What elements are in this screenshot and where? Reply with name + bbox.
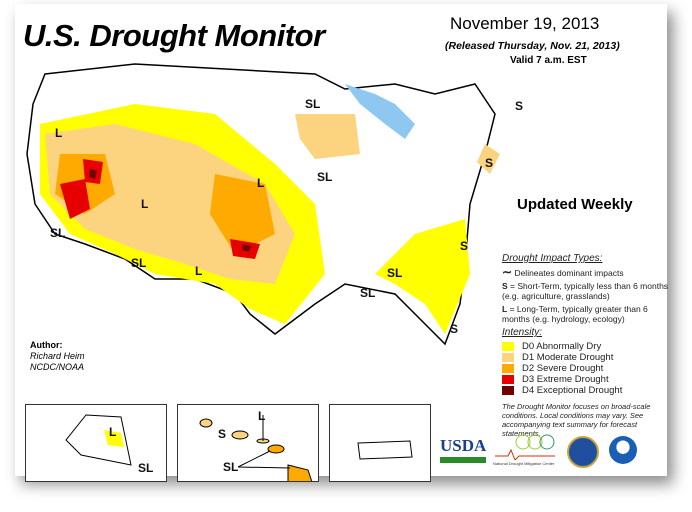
map-label-l: L <box>109 425 117 439</box>
map-label-s: S <box>485 156 494 170</box>
map-label-l: L <box>195 264 203 278</box>
conus-map <box>26 63 500 346</box>
l-description: = Long-Term, typically greater than 6 mo… <box>502 304 648 324</box>
legend: Drought Impact Types: ∼ Delineates domin… <box>502 254 672 438</box>
map-label-sl: SL <box>138 461 154 475</box>
legend-item-d0: D0 Abnormally Dry <box>502 341 672 352</box>
alaska-inset: L SL <box>25 404 167 482</box>
author-org: NCDC/NOAA <box>30 362 85 372</box>
intensity-title: Intensity: <box>502 327 543 338</box>
legend-item-d1: D1 Moderate Drought <box>502 352 672 363</box>
legend-item-d2: D2 Severe Drought <box>502 363 672 374</box>
author-label: Author: <box>30 340 63 350</box>
map-label-sl: SL <box>360 286 376 300</box>
map-label-s: S <box>515 99 524 113</box>
map-label-l: L <box>257 176 265 190</box>
ndmc-logo: National Drought Mitigation Center <box>493 432 557 466</box>
legend-item-d3: D3 Extreme Drought <box>502 374 672 385</box>
drought-map-card: U.S. Drought Monitor November 19, 2013 (… <box>15 4 668 486</box>
map-label-sl: SL <box>131 256 147 270</box>
author-block: Author: Richard Heim NCDC/NOAA <box>30 340 85 373</box>
map-label-s: S <box>460 239 469 253</box>
release-date: (Released Thursday, Nov. 21, 2013) <box>445 40 620 52</box>
disclaimer-note: The Drought Monitor focuses on broad-sca… <box>502 402 651 438</box>
map-date: November 19, 2013 <box>450 14 600 33</box>
map-label-sl: SL <box>50 226 66 240</box>
noaa-logo <box>609 436 637 464</box>
map-label-s: S <box>218 427 227 441</box>
map-label-sl: SL <box>223 460 239 474</box>
impact-types-title: Drought Impact Types: <box>502 253 603 264</box>
author-name: Richard Heim <box>30 351 85 361</box>
map-label-sl: SL <box>317 170 333 184</box>
updated-weekly: Updated Weekly <box>517 196 633 213</box>
usda-logo: USDA <box>440 436 487 463</box>
great-lakes <box>345 84 415 139</box>
map-label-l: L <box>258 409 266 423</box>
map-label-sl: SL <box>387 266 403 280</box>
delineates-text: Delineates dominant impacts <box>514 268 624 278</box>
map-label-s: S <box>450 322 459 336</box>
map-label-sl: SL <box>305 97 321 111</box>
s-key: S <box>502 281 508 291</box>
d1-area-midwest <box>295 114 500 174</box>
delineation-line-icon: ∼ <box>502 265 513 279</box>
puerto-rico-inset <box>329 404 431 482</box>
hawaii-inset: S L SL <box>177 404 319 486</box>
map-label-l: L <box>55 126 63 140</box>
map-title: U.S. Drought Monitor <box>23 18 325 53</box>
s-description: = Short-Term, typically less than 6 mont… <box>502 281 669 301</box>
d0-area-east <box>375 219 470 334</box>
map-label-l: L <box>141 197 149 211</box>
l-key: L <box>502 304 508 314</box>
doc-seal <box>567 436 599 468</box>
valid-time: Valid 7 a.m. EST <box>510 55 587 66</box>
d3-area <box>60 159 260 259</box>
legend-item-d4: D4 Exceptional Drought <box>502 385 672 396</box>
d2-area <box>55 154 275 254</box>
